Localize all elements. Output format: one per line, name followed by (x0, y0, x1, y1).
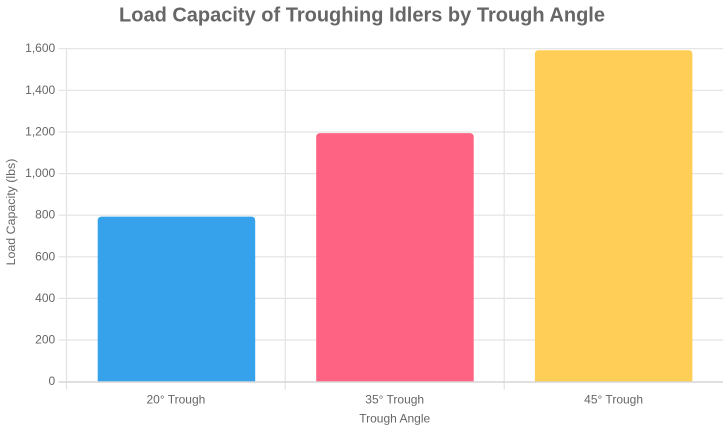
svg-text:Load Capacity (lbs): Load Capacity (lbs) (4, 159, 18, 266)
svg-text:1,200: 1,200 (25, 125, 55, 139)
svg-text:45° Trough: 45° Trough (584, 392, 643, 406)
svg-text:400: 400 (35, 291, 55, 305)
svg-text:20° Trough: 20° Trough (146, 392, 205, 406)
svg-text:35° Trough: 35° Trough (365, 392, 424, 406)
svg-text:800: 800 (35, 208, 55, 222)
svg-text:1,000: 1,000 (25, 166, 55, 180)
svg-text:Load Capacity of Troughing Idl: Load Capacity of Troughing Idlers by Tro… (119, 5, 605, 27)
svg-text:Trough Angle: Trough Angle (359, 412, 430, 426)
svg-text:200: 200 (35, 333, 55, 347)
svg-text:1,600: 1,600 (25, 41, 55, 55)
svg-text:0: 0 (49, 374, 56, 388)
svg-text:600: 600 (35, 249, 55, 263)
svg-text:1,400: 1,400 (25, 83, 55, 97)
